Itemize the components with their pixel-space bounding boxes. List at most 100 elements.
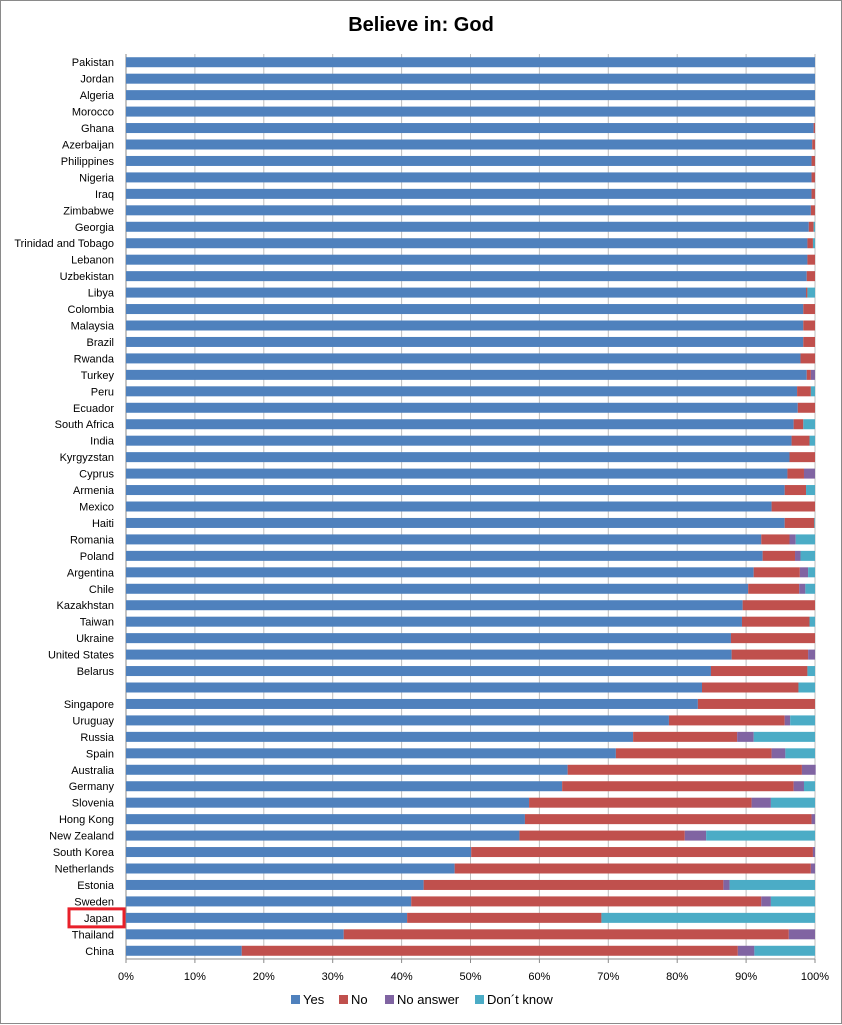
category-label: Philippines <box>61 156 115 168</box>
bar-segment <box>126 205 811 216</box>
legend-label: No answer <box>397 992 460 1007</box>
bar-segment <box>723 879 730 890</box>
category-label: Hong Kong <box>59 814 114 826</box>
category-label: Libya <box>88 288 115 300</box>
bar-segment <box>805 583 815 594</box>
bar-segment <box>810 863 815 874</box>
x-tick-label: 100% <box>801 971 829 983</box>
category-label: China <box>85 946 115 958</box>
category-label: Chile <box>89 584 114 596</box>
bar-segment <box>784 485 807 496</box>
bar-segment <box>812 139 815 150</box>
bar-segment <box>126 221 809 232</box>
bar-segment <box>784 715 791 726</box>
chart-title: Believe in: God <box>348 14 494 36</box>
bar-segment <box>803 320 815 331</box>
legend-swatch <box>291 995 300 1004</box>
bar-segment <box>126 616 742 627</box>
bar-segment <box>784 517 815 528</box>
bar-segment <box>770 797 815 808</box>
bar-segment <box>126 123 814 134</box>
category-label: Thailand <box>72 929 114 941</box>
category-label: Slovenia <box>72 798 115 810</box>
bar-segment <box>731 649 809 660</box>
bar-segment <box>126 501 772 512</box>
bar-segment <box>126 468 788 479</box>
bar-segment <box>126 649 732 660</box>
bar-segment <box>126 452 790 463</box>
bar-segment <box>126 682 703 693</box>
bar-segment <box>807 666 815 677</box>
bar-segment <box>241 945 738 956</box>
bar-segment <box>811 155 815 166</box>
bar-segment <box>126 287 807 298</box>
bar-segment <box>807 287 815 298</box>
bar-segment <box>423 879 724 890</box>
bar-segment <box>808 649 815 660</box>
bar-segment <box>126 929 344 940</box>
category-label: Colombia <box>68 304 115 316</box>
bar-segment <box>615 748 772 759</box>
bar-segment <box>800 550 815 561</box>
category-label: Uruguay <box>72 715 114 727</box>
category-label: Argentina <box>67 567 115 579</box>
category-label: Spain <box>86 748 114 760</box>
category-label: Algeria <box>80 90 115 102</box>
bar-segment <box>126 583 749 594</box>
category-label: Romania <box>70 534 115 546</box>
bar-segment <box>806 271 815 282</box>
bar-segment <box>601 912 815 923</box>
legend-swatch <box>475 995 484 1004</box>
highlight-box <box>67 907 126 929</box>
legend-swatch <box>385 995 394 1004</box>
bar-segment <box>803 781 815 792</box>
bar-segment <box>801 764 816 775</box>
category-label: Jordan <box>80 74 114 86</box>
bar-segment <box>729 879 815 890</box>
bar-segment <box>697 698 815 709</box>
bar-segment <box>343 929 789 940</box>
bar-segment <box>126 879 424 890</box>
bar-segment <box>771 501 815 512</box>
category-label: Nigeria <box>79 172 115 184</box>
bar-segment <box>798 682 815 693</box>
bar-segment <box>810 386 815 397</box>
bar-segment <box>524 814 812 825</box>
category-label: Trinidad and Tobago <box>14 238 114 250</box>
bar-segment <box>126 633 731 644</box>
category-label: Haiti <box>92 518 114 530</box>
bar-segment <box>126 336 804 347</box>
category-label: Mexico <box>79 502 114 514</box>
bar-segment <box>797 402 815 413</box>
bar-segment <box>803 419 815 430</box>
x-tick-label: 10% <box>184 971 206 983</box>
bar-segment <box>126 945 242 956</box>
bar-segment <box>803 304 815 315</box>
bar-segment <box>791 435 810 446</box>
category-label: Ecuador <box>73 403 114 415</box>
bar-segment <box>810 369 815 380</box>
bar-segment <box>808 221 814 232</box>
bar-segment <box>126 912 408 923</box>
bar-segment <box>788 929 815 940</box>
bar-segment <box>126 485 785 496</box>
category-label: Cyprus <box>79 469 114 481</box>
bar-segment <box>529 797 752 808</box>
bar-segment <box>751 797 771 808</box>
bar-segment <box>407 912 602 923</box>
category-label: Peru <box>91 386 114 398</box>
bar-segment <box>126 254 808 265</box>
bar-segment <box>126 386 798 397</box>
bar-segment <box>770 896 815 907</box>
category-label: Turkey <box>81 370 115 382</box>
category-label: Sweden <box>74 896 114 908</box>
bar-segment <box>126 369 807 380</box>
category-label: Kyrgyzstan <box>60 452 114 464</box>
bar-segment <box>789 534 796 545</box>
bar-segment <box>793 781 804 792</box>
bar-segment <box>126 238 808 249</box>
category-label: Belarus <box>77 666 115 678</box>
category-label: Morocco <box>72 107 114 119</box>
bar-segment <box>787 468 804 479</box>
